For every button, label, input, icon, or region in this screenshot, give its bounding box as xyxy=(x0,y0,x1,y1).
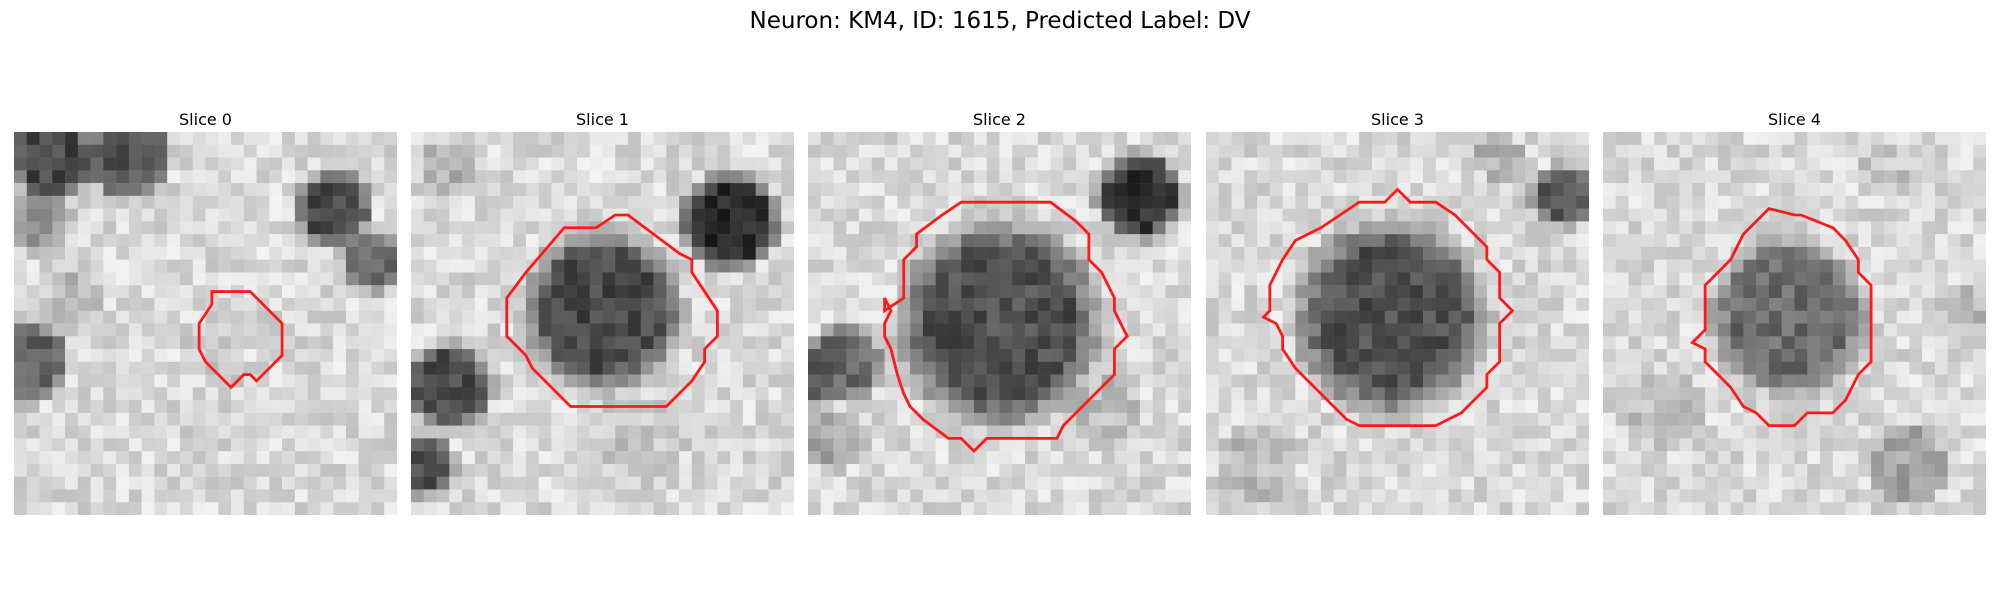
slice-title: Slice 4 xyxy=(1768,110,1821,129)
slice-panel-3: Slice 3 xyxy=(1206,108,1589,515)
roi-contour xyxy=(505,213,719,408)
slice-title: Slice 3 xyxy=(1371,110,1424,129)
slice-panel-1: Slice 1 xyxy=(411,108,794,515)
figure-title: Neuron: KM4, ID: 1615, Predicted Label: … xyxy=(749,8,1251,34)
slice-image xyxy=(411,132,794,515)
pixel-grid xyxy=(808,132,1191,515)
slice-image xyxy=(1603,132,1986,515)
slice-title: Slice 1 xyxy=(576,110,629,129)
pixel-grid xyxy=(411,132,794,515)
slice-image xyxy=(808,132,1191,515)
roi-contour xyxy=(1261,187,1515,428)
pixel-grid xyxy=(1603,132,1986,515)
slice-image xyxy=(14,132,397,515)
roi-contour xyxy=(883,200,1129,454)
slice-image xyxy=(1206,132,1589,515)
pixel-grid xyxy=(1206,132,1589,515)
pixel-grid xyxy=(14,132,397,515)
roi-contour xyxy=(1689,207,1873,428)
slice-title: Slice 0 xyxy=(179,110,232,129)
slice-title: Slice 2 xyxy=(973,110,1026,129)
slice-panel-0: Slice 0 xyxy=(14,108,397,515)
roi-contour xyxy=(197,290,284,390)
slice-panel-4: Slice 4 xyxy=(1603,108,1986,515)
slice-panel-2: Slice 2 xyxy=(808,108,1191,515)
